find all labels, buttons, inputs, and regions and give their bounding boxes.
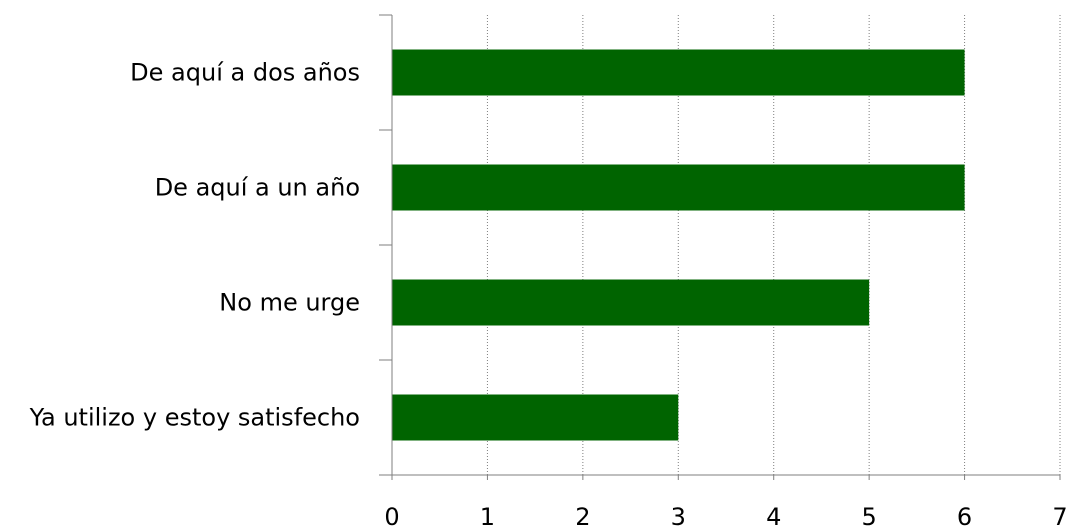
bar <box>392 49 965 96</box>
bar <box>392 279 870 326</box>
category-label: De aquí a dos años <box>130 59 360 87</box>
bars <box>392 49 965 441</box>
x-tick-label: 5 <box>862 503 877 531</box>
category-labels: De aquí a dos años De aquí a un año No me … <box>29 59 360 432</box>
category-label: Ya utilizo y estoy satisfecho <box>29 404 360 432</box>
x-tick-label: 1 <box>480 503 495 531</box>
category-label: De aquí a un año <box>155 174 360 202</box>
category-label: No me urge <box>219 289 360 317</box>
x-tick-labels: 0 1 2 3 4 5 6 7 <box>384 503 1067 531</box>
x-tick-label: 4 <box>766 503 781 531</box>
axes <box>379 14 1061 480</box>
bar <box>392 164 965 211</box>
x-tick-label: 7 <box>1052 503 1067 531</box>
x-tick-label: 6 <box>957 503 972 531</box>
x-tick-label: 3 <box>671 503 686 531</box>
bar <box>392 394 679 441</box>
x-tick-label: 2 <box>575 503 590 531</box>
x-tick-label: 0 <box>384 503 399 531</box>
